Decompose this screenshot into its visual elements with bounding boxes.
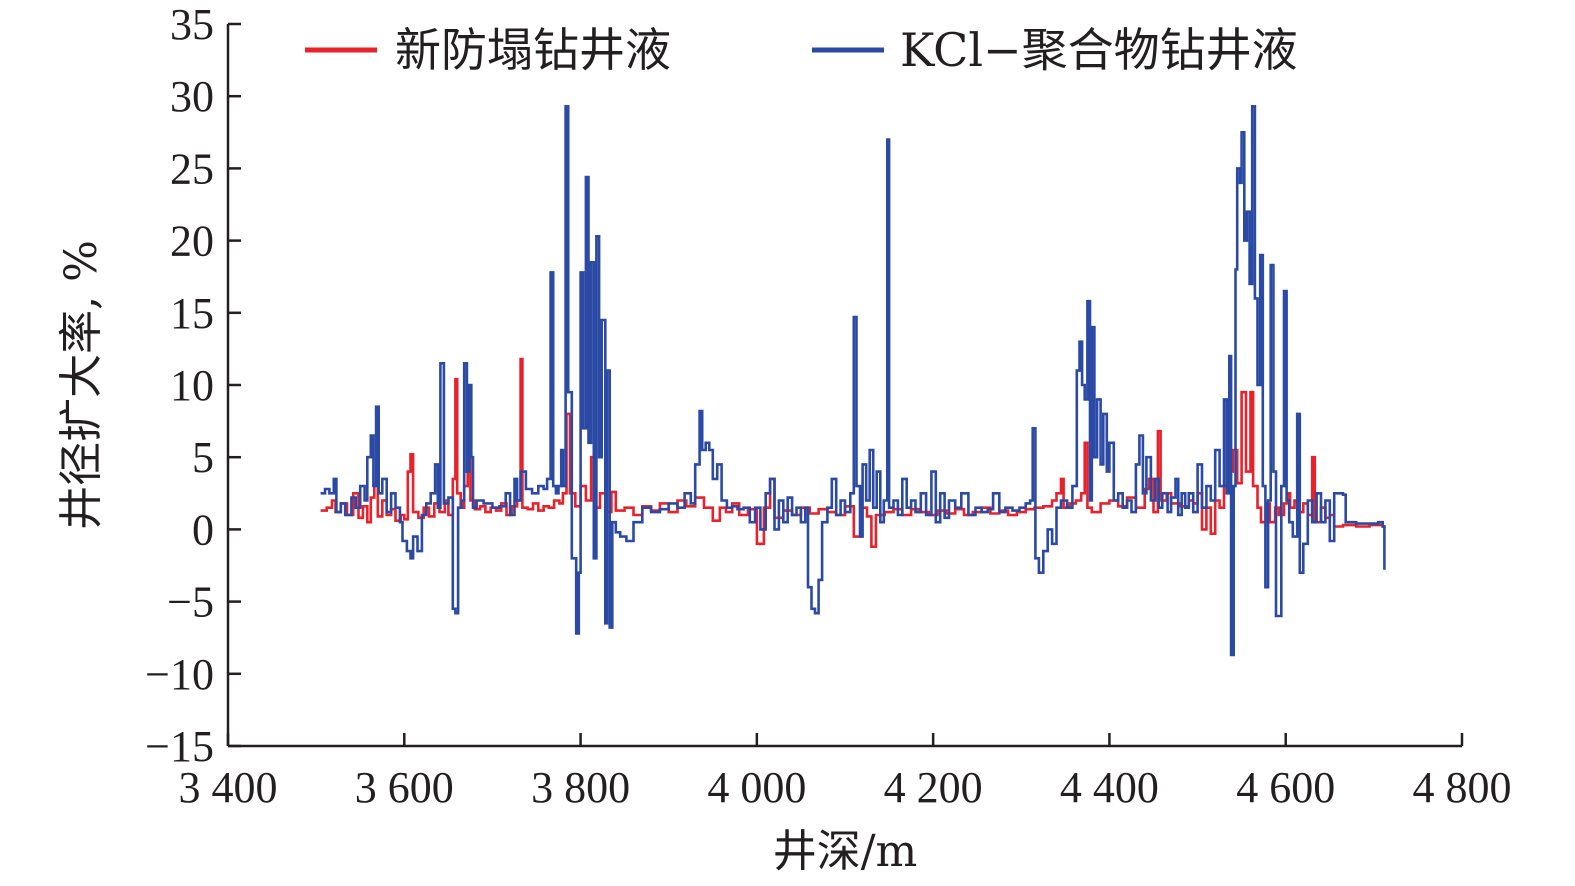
y-tick-label: 0 <box>192 505 214 554</box>
y-tick-label: 10 <box>170 361 214 410</box>
x-axis-title: 井深/m <box>773 826 918 877</box>
legend-label-kcl-polymer-fluid: KCl−聚合物钻井液 <box>900 23 1298 77</box>
series-layer <box>320 105 1386 657</box>
y-tick-label: −5 <box>167 578 214 627</box>
y-tick-label: 25 <box>170 144 214 193</box>
y-tick-label: 35 <box>170 0 214 49</box>
series-line-kcl-polymer-fluid <box>320 105 1386 657</box>
axes: −15 −10 −5 0 5 10 15 20 25 30 35 3 400 3 600 3 800 4 0… <box>56 0 1512 877</box>
y-tick-label: −10 <box>145 650 214 699</box>
x-tick-label: 3 400 <box>179 763 278 812</box>
y-tick-label: 15 <box>170 289 214 338</box>
x-tick-label: 3 600 <box>355 763 454 812</box>
y-tick-label: 5 <box>192 433 214 482</box>
y-tick-label: −15 <box>145 722 214 771</box>
x-tick-label: 4 400 <box>1060 763 1159 812</box>
x-tick-label: 4 800 <box>1413 763 1512 812</box>
legend-label-new-anticollapse-fluid: 新防塌钻井液 <box>395 23 671 77</box>
y-tick-label: 20 <box>170 217 214 266</box>
x-tick-label: 4 200 <box>884 763 983 812</box>
y-axis-title: 井径扩大率, % <box>56 240 107 530</box>
x-tick-label: 3 800 <box>531 763 630 812</box>
legend: 新防塌钻井液 KCl−聚合物钻井液 <box>305 23 1298 77</box>
x-tick-label: 4 600 <box>1236 763 1335 812</box>
y-tick-label: 30 <box>170 72 214 121</box>
x-tick-label: 4 000 <box>707 763 806 812</box>
